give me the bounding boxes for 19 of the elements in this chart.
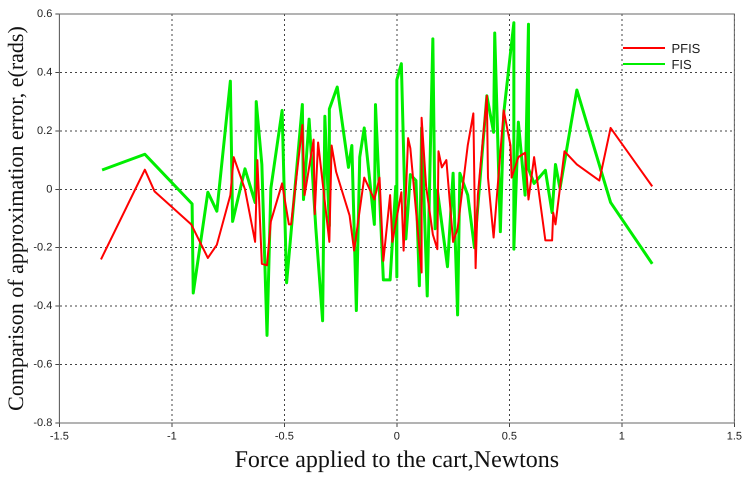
y-tick-label: -0.2 xyxy=(33,242,52,254)
y-tick-label: -0.8 xyxy=(33,417,52,430)
x-tick-label: 0.5 xyxy=(502,430,518,443)
y-tick-label: 0.6 xyxy=(37,8,52,20)
x-tick-label: -0.5 xyxy=(274,430,294,443)
y-tick-label: 0 xyxy=(46,183,52,196)
legend-label: FIS xyxy=(671,56,692,72)
y-tick-label: -0.4 xyxy=(33,300,52,312)
y-tick-label: 0.4 xyxy=(37,66,52,78)
x-axis-title: Force applied to the cart,Newtons xyxy=(234,446,560,473)
y-tick-label: 0.2 xyxy=(37,124,52,137)
x-tick-label: 0 xyxy=(394,430,400,443)
y-tick-label: -0.6 xyxy=(33,358,52,371)
x-tick-label: 1.5 xyxy=(726,430,742,443)
x-tick-label: -1.5 xyxy=(50,430,69,443)
x-tick-label: -1 xyxy=(166,430,177,443)
y-axis-title: Comparison of approximation error, e(rads) xyxy=(2,26,28,411)
legend-label: PFIS xyxy=(671,40,700,56)
x-tick-label: 1 xyxy=(618,430,625,443)
